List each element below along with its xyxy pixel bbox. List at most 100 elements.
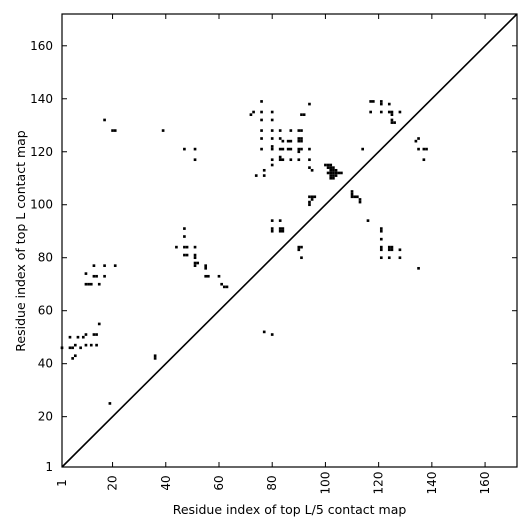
contact-point <box>398 248 402 252</box>
contact-point <box>73 354 77 358</box>
x-tick-label: 120 <box>372 472 386 495</box>
contact-point <box>270 333 274 336</box>
contact-point <box>417 137 420 140</box>
contact-point <box>193 147 197 151</box>
contact-point <box>329 174 333 177</box>
contact-point <box>387 256 391 260</box>
contact-point <box>390 113 394 116</box>
contact-point <box>103 118 106 122</box>
contact-point <box>113 264 117 267</box>
contact-point <box>308 195 311 199</box>
contact-point <box>97 322 101 326</box>
contact-point <box>350 192 354 196</box>
contact-point <box>95 333 98 336</box>
contact-point <box>103 264 106 267</box>
contact-point <box>108 402 112 405</box>
contact-point <box>183 253 186 257</box>
contact-point <box>308 166 311 169</box>
contact-point <box>249 113 253 116</box>
contact-point <box>270 227 274 230</box>
contact-point <box>308 102 311 106</box>
contact-point <box>361 147 364 151</box>
contact-point <box>313 195 317 199</box>
contact-point <box>84 282 88 286</box>
contact-point <box>185 253 189 257</box>
contact-point <box>92 264 96 267</box>
contact-point <box>300 147 303 151</box>
contact-point <box>334 174 338 177</box>
contact-point <box>204 264 208 267</box>
contact-point <box>379 102 383 106</box>
x-axis-label: Residue index of top L/5 contact map <box>173 502 407 517</box>
contact-point <box>225 285 229 289</box>
contact-point <box>353 195 357 199</box>
contact-point <box>329 176 333 180</box>
contact-point <box>300 245 303 249</box>
contact-point <box>161 129 165 132</box>
contact-point <box>337 171 341 175</box>
contact-point <box>297 147 301 151</box>
contact-point <box>390 121 394 124</box>
contact-point <box>71 357 74 360</box>
contact-point <box>193 264 197 267</box>
contact-point <box>326 163 330 167</box>
contact-point <box>358 198 362 201</box>
contact-point <box>92 333 96 336</box>
contact-point <box>278 227 282 230</box>
contact-point <box>84 272 88 275</box>
contact-point <box>204 274 208 278</box>
contact-point <box>387 102 391 106</box>
contact-point <box>332 176 335 180</box>
contact-point <box>270 158 274 162</box>
contact-point <box>153 357 157 360</box>
y-axis-label: Residue index of top L contact map <box>13 130 28 351</box>
contact-point <box>379 100 383 103</box>
contact-point <box>193 256 197 260</box>
contact-point <box>270 219 274 222</box>
contact-point <box>300 129 303 132</box>
contact-point <box>207 274 210 278</box>
contact-point <box>278 158 282 162</box>
contact-point <box>371 100 375 103</box>
contact-point <box>379 227 383 230</box>
contact-point <box>286 147 290 151</box>
contact-point <box>89 343 93 347</box>
contact-point <box>379 237 383 241</box>
contact-point <box>332 168 335 172</box>
x-tick-label: 80 <box>265 475 279 490</box>
contact-point <box>297 245 301 249</box>
x-tick-label: 100 <box>318 472 332 495</box>
contact-point <box>289 139 293 143</box>
contact-point <box>324 163 327 167</box>
contact-point <box>79 346 82 350</box>
contact-point <box>390 118 394 122</box>
contact-point <box>95 274 98 278</box>
contact-point <box>260 118 263 122</box>
contact-point <box>260 100 263 103</box>
y-tick-label: 80 <box>38 251 53 265</box>
contact-point <box>260 147 263 151</box>
y-tick-label: 100 <box>30 198 53 212</box>
y-tick-label: 1 <box>45 460 53 474</box>
y-tick-label: 60 <box>38 304 53 318</box>
contact-point <box>326 166 330 169</box>
contact-point <box>270 145 274 148</box>
contact-point <box>387 245 391 249</box>
diagonal-line <box>61 13 518 468</box>
contact-point <box>379 229 383 233</box>
contact-point <box>270 147 274 151</box>
y-tick-label: 140 <box>30 92 53 106</box>
contact-point <box>193 261 197 265</box>
contact-point <box>81 335 85 339</box>
contact-point <box>297 137 301 140</box>
contact-point <box>369 110 372 114</box>
contact-point <box>87 282 90 286</box>
contact-point <box>281 229 285 233</box>
contact-point <box>183 235 186 238</box>
contact-point <box>329 171 333 175</box>
contact-point <box>297 129 301 132</box>
contact-point <box>390 248 394 252</box>
contact-point <box>300 256 303 260</box>
y-tick-label: 20 <box>38 410 53 424</box>
